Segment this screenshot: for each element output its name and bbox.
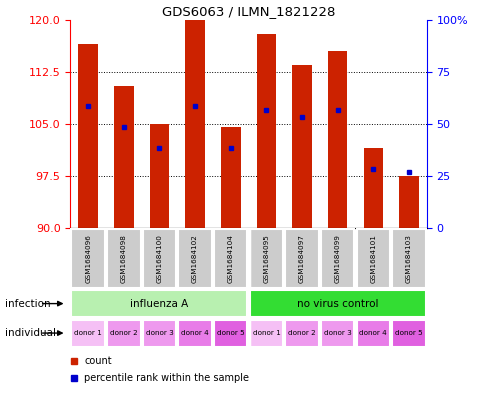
- Bar: [78, 44, 98, 228]
- Text: donor 3: donor 3: [145, 330, 173, 336]
- Bar: [327, 51, 347, 228]
- Text: GSM1684102: GSM1684102: [192, 234, 197, 283]
- Bar: [107, 229, 140, 288]
- Text: donor 1: donor 1: [252, 330, 280, 336]
- Bar: [249, 320, 283, 347]
- Bar: [249, 290, 425, 317]
- Bar: [178, 229, 212, 288]
- Bar: [398, 176, 418, 228]
- Text: no virus control: no virus control: [296, 299, 378, 309]
- Bar: [292, 65, 311, 228]
- Text: donor 1: donor 1: [74, 330, 102, 336]
- Bar: [285, 320, 318, 347]
- Text: donor 2: donor 2: [287, 330, 315, 336]
- Text: donor 5: donor 5: [216, 330, 244, 336]
- Text: GSM1684096: GSM1684096: [85, 234, 91, 283]
- Text: influenza A: influenza A: [130, 299, 188, 309]
- Bar: [142, 320, 176, 347]
- Bar: [249, 229, 283, 288]
- Text: infection: infection: [5, 299, 50, 309]
- Bar: [363, 148, 382, 228]
- Text: donor 4: donor 4: [359, 330, 386, 336]
- Text: donor 5: donor 5: [394, 330, 422, 336]
- Text: GSM1684101: GSM1684101: [370, 234, 376, 283]
- Text: donor 3: donor 3: [323, 330, 351, 336]
- Bar: [392, 320, 425, 347]
- Text: individual: individual: [5, 328, 56, 338]
- Bar: [71, 229, 105, 288]
- Title: GDS6063 / ILMN_1821228: GDS6063 / ILMN_1821228: [162, 6, 334, 18]
- Bar: [392, 229, 425, 288]
- Bar: [213, 320, 247, 347]
- Text: GSM1684098: GSM1684098: [121, 234, 126, 283]
- Bar: [320, 320, 354, 347]
- Text: GSM1684100: GSM1684100: [156, 234, 162, 283]
- Text: GSM1684095: GSM1684095: [263, 234, 269, 283]
- Text: GSM1684104: GSM1684104: [227, 234, 233, 283]
- Text: donor 4: donor 4: [181, 330, 209, 336]
- Bar: [114, 86, 133, 228]
- Bar: [185, 20, 204, 228]
- Text: GSM1684099: GSM1684099: [334, 234, 340, 283]
- Bar: [320, 229, 354, 288]
- Bar: [356, 229, 389, 288]
- Bar: [142, 229, 176, 288]
- Bar: [71, 290, 247, 317]
- Bar: [221, 127, 240, 228]
- Bar: [256, 33, 275, 228]
- Text: count: count: [84, 356, 111, 366]
- Bar: [150, 124, 169, 228]
- Bar: [356, 320, 389, 347]
- Bar: [71, 320, 105, 347]
- Text: donor 2: donor 2: [110, 330, 137, 336]
- Bar: [213, 229, 247, 288]
- Text: GSM1684103: GSM1684103: [405, 234, 411, 283]
- Bar: [107, 320, 140, 347]
- Bar: [285, 229, 318, 288]
- Bar: [178, 320, 212, 347]
- Text: GSM1684097: GSM1684097: [299, 234, 304, 283]
- Text: percentile rank within the sample: percentile rank within the sample: [84, 373, 249, 383]
